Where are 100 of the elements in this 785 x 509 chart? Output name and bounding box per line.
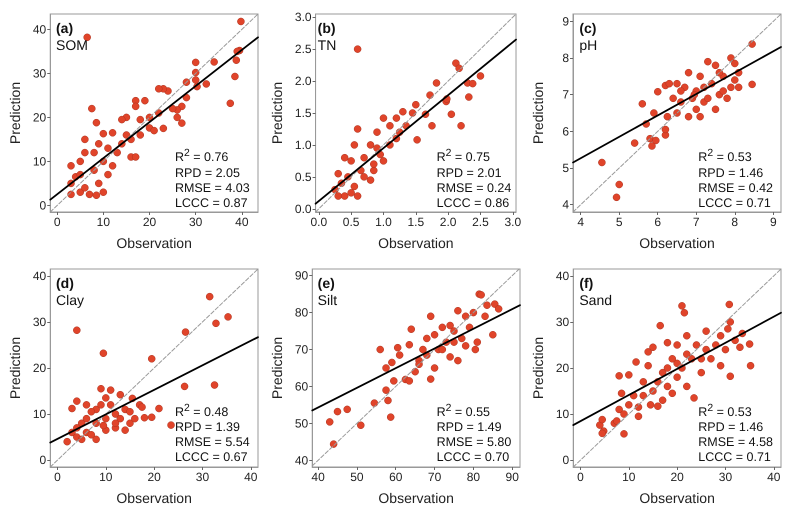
point (426, 374, 434, 382)
point (370, 398, 378, 406)
point (73, 396, 81, 404)
point (407, 324, 415, 332)
point (494, 304, 502, 312)
point (476, 72, 484, 80)
point (426, 312, 434, 320)
y-axis-title: Prediction (530, 336, 546, 399)
point (704, 94, 712, 102)
point (613, 194, 621, 202)
point (388, 358, 396, 366)
point (408, 109, 416, 117)
y-tick-label: 4 (562, 198, 570, 212)
point (370, 160, 378, 168)
point (390, 376, 398, 384)
point (376, 345, 384, 353)
annotation: RMSE = 5.80 (436, 435, 512, 450)
y-tick-label: 0 (40, 198, 47, 212)
y-tick-label: 2.5 (294, 42, 312, 56)
x-tick-label: 50 (350, 470, 364, 484)
y-tick-label: 60 (294, 378, 308, 393)
y-tick-label: 3.0 (294, 10, 312, 24)
annotation: R$^{2}$ = 0.75 (436, 147, 492, 166)
annotation: LCCC = 0.71 (698, 196, 772, 210)
y-axis-title: Prediction (7, 82, 23, 144)
point (73, 326, 81, 334)
point (334, 192, 342, 200)
x-tick-label: 70 (428, 470, 442, 484)
point (674, 80, 682, 88)
point (131, 414, 139, 422)
x-tick-label: 3.0 (504, 215, 522, 229)
x-tick-label: 7 (693, 215, 700, 229)
annotation: LCCC = 0.67 (174, 450, 249, 465)
point (167, 420, 175, 428)
point (662, 126, 670, 134)
point (148, 413, 156, 421)
point (382, 386, 390, 394)
point (462, 342, 470, 350)
point (731, 76, 739, 84)
x-tick-label: 40 (311, 470, 325, 484)
point (412, 100, 420, 108)
annotation: R$^{2}$ = 0.76 (174, 147, 230, 166)
point (384, 396, 392, 404)
annotation: Clay (56, 292, 84, 308)
point (677, 87, 685, 95)
point (396, 350, 404, 358)
point (63, 437, 71, 445)
x-tick-label: 4 (578, 215, 585, 229)
point (724, 94, 732, 102)
y-tick-label: 30 (556, 314, 570, 328)
point (696, 72, 704, 80)
y-axis-title: Prediction (268, 82, 285, 144)
point (372, 128, 380, 136)
point (685, 68, 693, 76)
point (88, 407, 96, 415)
point (372, 144, 380, 152)
point (333, 407, 341, 415)
point (638, 100, 646, 108)
point (354, 45, 362, 53)
point (654, 88, 662, 96)
point (422, 334, 430, 342)
x-tick-label: 9 (770, 215, 778, 229)
x-tick-label: 60 (388, 470, 402, 484)
x-tick-label: 2.5 (472, 215, 489, 229)
point (347, 189, 355, 197)
point (106, 386, 114, 394)
point (370, 166, 378, 174)
point (438, 345, 446, 353)
y-tick-label: 70 (294, 342, 308, 356)
annotation: RMSE = 4.03 (174, 180, 250, 196)
point (464, 93, 472, 101)
point (350, 182, 358, 190)
point (334, 170, 342, 178)
y-tick-label: 6 (562, 124, 570, 138)
x-tick-label: 10 (622, 470, 636, 484)
point (326, 418, 334, 426)
x-tick-label: 20 (147, 470, 162, 484)
annotation: (a) (56, 20, 74, 37)
y-tick-label: 7 (562, 88, 570, 102)
point (468, 80, 476, 88)
y-tick-label: 40 (294, 452, 308, 467)
point (97, 384, 105, 392)
point (720, 87, 728, 95)
annotation: RPD = 1.39 (174, 420, 241, 435)
annotation: (f) (579, 274, 594, 292)
x-tick-label: 10 (96, 215, 110, 229)
annotation: (d) (56, 274, 75, 292)
y-tick-label: 50 (294, 416, 308, 430)
point (430, 330, 438, 338)
point (452, 59, 460, 67)
point (82, 400, 90, 408)
y-tick-label: 20 (556, 360, 570, 374)
y-tick-label: 40 (556, 268, 570, 282)
point (340, 192, 348, 200)
point (398, 108, 406, 116)
annotation: R$^{2}$ = 0.55 (436, 402, 492, 420)
y-axis-title: Prediction (268, 336, 285, 399)
point (350, 141, 358, 149)
x-tick-label: 80 (466, 470, 480, 484)
point (394, 343, 402, 351)
